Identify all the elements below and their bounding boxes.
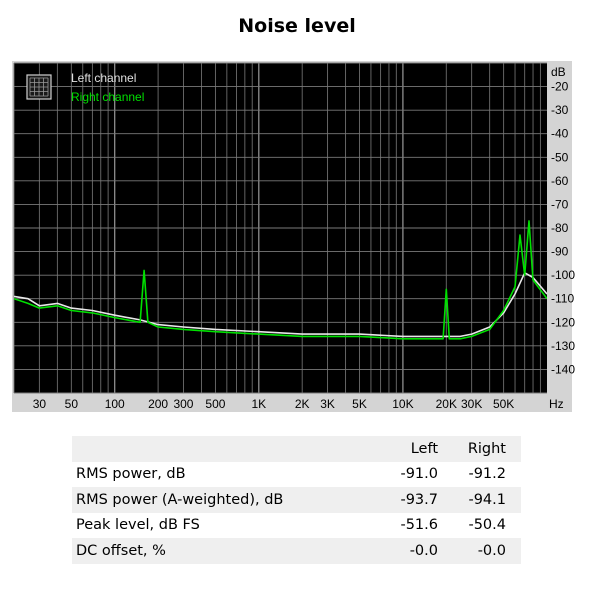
table-row: Peak level, dB FS -51.6 -50.4 [72,512,521,538]
row-right-value: -91.2 [446,461,521,487]
row-left-value: -91.0 [361,461,446,487]
y-tick-label: -120 [551,315,575,329]
series-left-line [14,272,547,338]
y-tick-label: -90 [551,245,569,259]
row-right-value: -50.4 [446,512,521,538]
row-left-value: -93.7 [361,487,446,513]
header-left-cell: Left [361,436,446,462]
row-right-value: -94.1 [446,487,521,513]
row-left-value: -51.6 [361,512,446,538]
legend-icon-grid [29,77,49,97]
table-header-row: Left Right [72,436,521,462]
x-tick-label: 5K [352,397,367,411]
row-label: RMS power, dB [72,461,361,487]
grid-major [14,62,547,394]
series-right-line [14,220,547,340]
x-tick-label: 1K [251,397,266,411]
row-right-value: -0.0 [446,538,521,564]
header-label-cell [72,436,361,462]
y-tick-label: -30 [551,103,569,117]
y-tick-label: -20 [551,80,569,94]
header-right-cell: Right [446,436,521,462]
row-left-value: -0.0 [361,538,446,564]
row-label: DC offset, % [72,538,361,564]
legend-right-label: Right channel [71,90,144,104]
x-tick-label: 10K [392,397,413,411]
legend-left-label: Left channel [71,71,136,85]
legend: Left channel Right channel [26,71,144,104]
x-tick-label: 20K [436,397,457,411]
y-tick-label: -60 [551,174,569,188]
x-tick-label: 30 [33,397,47,411]
row-label: RMS power (A-weighted), dB [72,487,361,513]
y-tick-label: -140 [551,362,575,376]
x-tick-label: 300 [173,397,193,411]
series-layer [14,220,547,340]
page-title: Noise level [238,15,356,37]
y-tick-label: -40 [551,127,569,141]
x-tick-label: 50K [493,397,514,411]
x-tick-label: 200 [148,397,168,411]
y-unit-label: dB [551,65,566,79]
y-tick-label: -110 [551,292,574,306]
x-tick-label: 2K [295,397,310,411]
x-tick-label: 500 [205,397,225,411]
x-tick-label: 100 [105,397,125,411]
row-label: Peak level, dB FS [72,512,361,538]
x-tick-label: 30K [461,397,482,411]
table-row: RMS power, dB -91.0 -91.2 [72,461,521,487]
x-tick-label: 3K [320,397,335,411]
table-row: RMS power (A-weighted), dB -93.7 -94.1 [72,487,521,513]
y-tick-label: -130 [551,339,575,353]
y-tick-label: -50 [551,150,569,164]
y-tick-label: -100 [551,268,575,282]
axis-labels: 30 50 100 200 300 500 1K 2K 3K 5K 10K 20K 30K 50K -20 -… [33,65,576,411]
stats-table: Left Right RMS power, dB -91.0 -91.2 RMS powe… [72,436,521,564]
table-row: DC offset, % -0.0 -0.0 [72,538,521,564]
y-tick-label: -80 [551,221,569,235]
x-unit-label: Hz [549,397,564,411]
x-tick-label: 50 [65,397,79,411]
noise-chart: 30 50 100 200 300 500 1K 2K 3K 5K 10K 20K 30K 50K -20 -… [12,61,576,412]
y-tick-label: -70 [551,197,569,211]
